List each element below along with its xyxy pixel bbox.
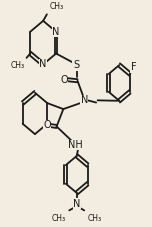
Text: S: S (73, 61, 79, 71)
Text: CH₃: CH₃ (10, 61, 24, 70)
Text: N: N (73, 199, 80, 209)
Text: NH: NH (68, 140, 83, 150)
Text: F: F (131, 62, 136, 72)
Text: CH₃: CH₃ (88, 214, 102, 223)
Text: O: O (60, 75, 68, 85)
Text: N: N (52, 27, 60, 37)
Text: N: N (40, 59, 47, 69)
Text: CH₃: CH₃ (51, 214, 66, 223)
Text: CH₃: CH₃ (49, 2, 63, 11)
Text: N: N (81, 95, 88, 105)
Text: O: O (43, 120, 51, 130)
